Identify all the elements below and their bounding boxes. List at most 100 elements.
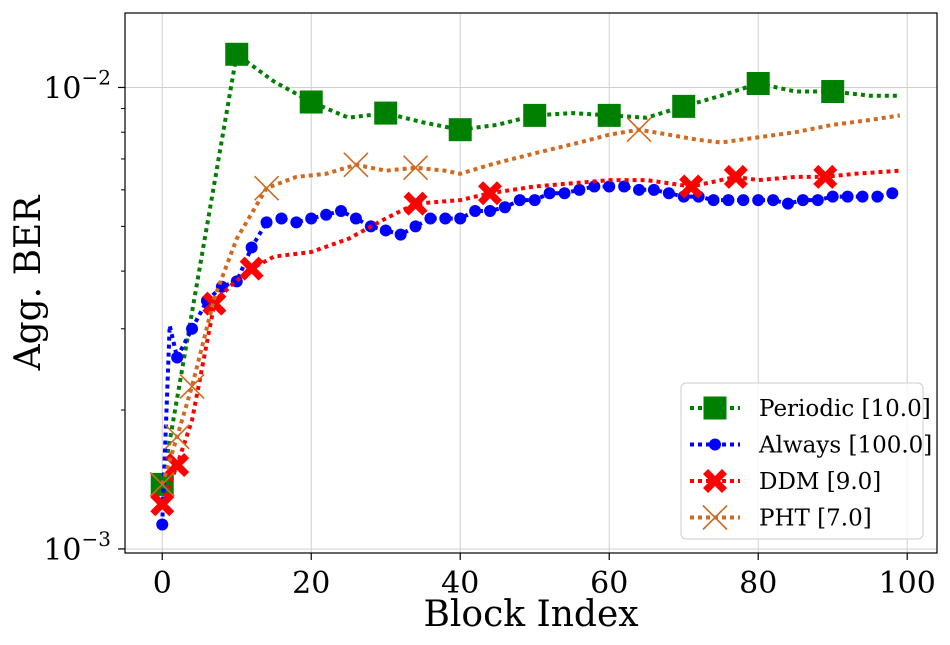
data-point (826, 190, 839, 203)
legend-label: Periodic [10.0] (759, 396, 931, 422)
legend-label: PHT [7.0] (759, 506, 872, 532)
data-point (796, 194, 809, 207)
legend-marker (702, 504, 728, 531)
data-point (439, 212, 452, 225)
x-tick-label: 20 (292, 566, 330, 601)
data-point (543, 187, 556, 200)
data-point (179, 373, 205, 399)
data-point (811, 194, 824, 207)
x-tick-label: 100 (879, 566, 936, 601)
data-point (245, 241, 258, 254)
data-point (260, 216, 273, 229)
legend-item: PHT [7.0] (690, 504, 872, 532)
legend-label: Always [100.0] (758, 433, 932, 459)
legend-item: DDM [9.0] (690, 469, 881, 495)
data-point (523, 103, 547, 127)
data-point (253, 175, 280, 201)
data-point (597, 103, 621, 127)
x-tick-label: 60 (590, 566, 628, 601)
data-point (424, 212, 437, 225)
data-point (558, 187, 571, 200)
series-layer (149, 42, 901, 531)
data-point (679, 174, 704, 199)
data-point (164, 424, 190, 450)
data-point (484, 204, 497, 217)
data-point (746, 71, 770, 95)
y-tick-label: 10−3 (43, 527, 111, 568)
y-axis-label: Agg. BER (8, 195, 49, 372)
data-point (403, 191, 428, 216)
data-point (239, 256, 264, 281)
data-point (821, 80, 845, 104)
series-2 (150, 164, 900, 517)
data-point (299, 90, 323, 114)
data-point (448, 118, 472, 142)
series-3 (149, 113, 901, 497)
data-point (409, 220, 422, 233)
data-point (171, 351, 184, 364)
data-point (767, 194, 780, 207)
data-point (752, 194, 765, 207)
data-point (618, 180, 631, 193)
data-point (156, 518, 169, 531)
data-point (320, 208, 333, 221)
data-point (841, 190, 854, 203)
data-point (478, 181, 503, 206)
data-point (633, 183, 646, 196)
x-tick-label: 80 (739, 566, 777, 601)
data-point (722, 194, 735, 207)
data-point (290, 216, 303, 229)
data-point (402, 155, 429, 181)
data-point (202, 291, 227, 316)
data-point (626, 117, 652, 143)
data-point (394, 228, 407, 241)
axis-ticks: 0 20 40 60 80 100 10−3 10−2 (43, 65, 936, 601)
legend: Periodic [10.0] Always [100.0] DDM [9.0] PH… (680, 382, 932, 540)
data-point (498, 201, 511, 214)
x-axis-label: Block Index (423, 594, 638, 635)
data-point (886, 187, 899, 200)
data-point (349, 212, 362, 225)
legend-item: Periodic [10.0] (690, 396, 931, 422)
legend-box (680, 382, 924, 540)
data-point (374, 101, 398, 125)
data-point (305, 212, 318, 225)
legend-item: Always [100.0] (690, 433, 932, 459)
y-tick-label: 10−2 (43, 65, 111, 106)
data-point (813, 164, 838, 189)
data-point (150, 492, 175, 517)
data-point (379, 224, 392, 237)
data-point (603, 180, 616, 193)
data-point (588, 180, 601, 193)
legend-label: DDM [9.0] (759, 469, 881, 495)
data-point (672, 94, 696, 118)
data-point (647, 183, 660, 196)
data-point (573, 183, 586, 196)
data-point (737, 194, 750, 207)
legend-marker (709, 438, 721, 451)
data-point (275, 212, 288, 225)
series-line (160, 113, 901, 485)
data-point (469, 204, 482, 217)
legend-marker (703, 396, 727, 420)
data-point (454, 212, 467, 225)
data-point (335, 204, 348, 217)
data-point (723, 164, 748, 189)
legend-marker (703, 469, 727, 493)
data-point (782, 197, 795, 210)
data-point (856, 190, 869, 203)
data-point (662, 187, 675, 200)
data-point (528, 194, 541, 207)
data-point (513, 194, 526, 207)
plot-frame (124, 12, 938, 554)
data-point (149, 471, 175, 497)
data-point (186, 322, 199, 335)
data-point (225, 42, 249, 66)
data-point (343, 152, 369, 178)
x-tick-label: 40 (441, 566, 479, 601)
x-tick-label: 0 (153, 566, 172, 601)
series-1 (156, 180, 899, 531)
data-point (707, 194, 720, 207)
data-point (871, 190, 884, 203)
